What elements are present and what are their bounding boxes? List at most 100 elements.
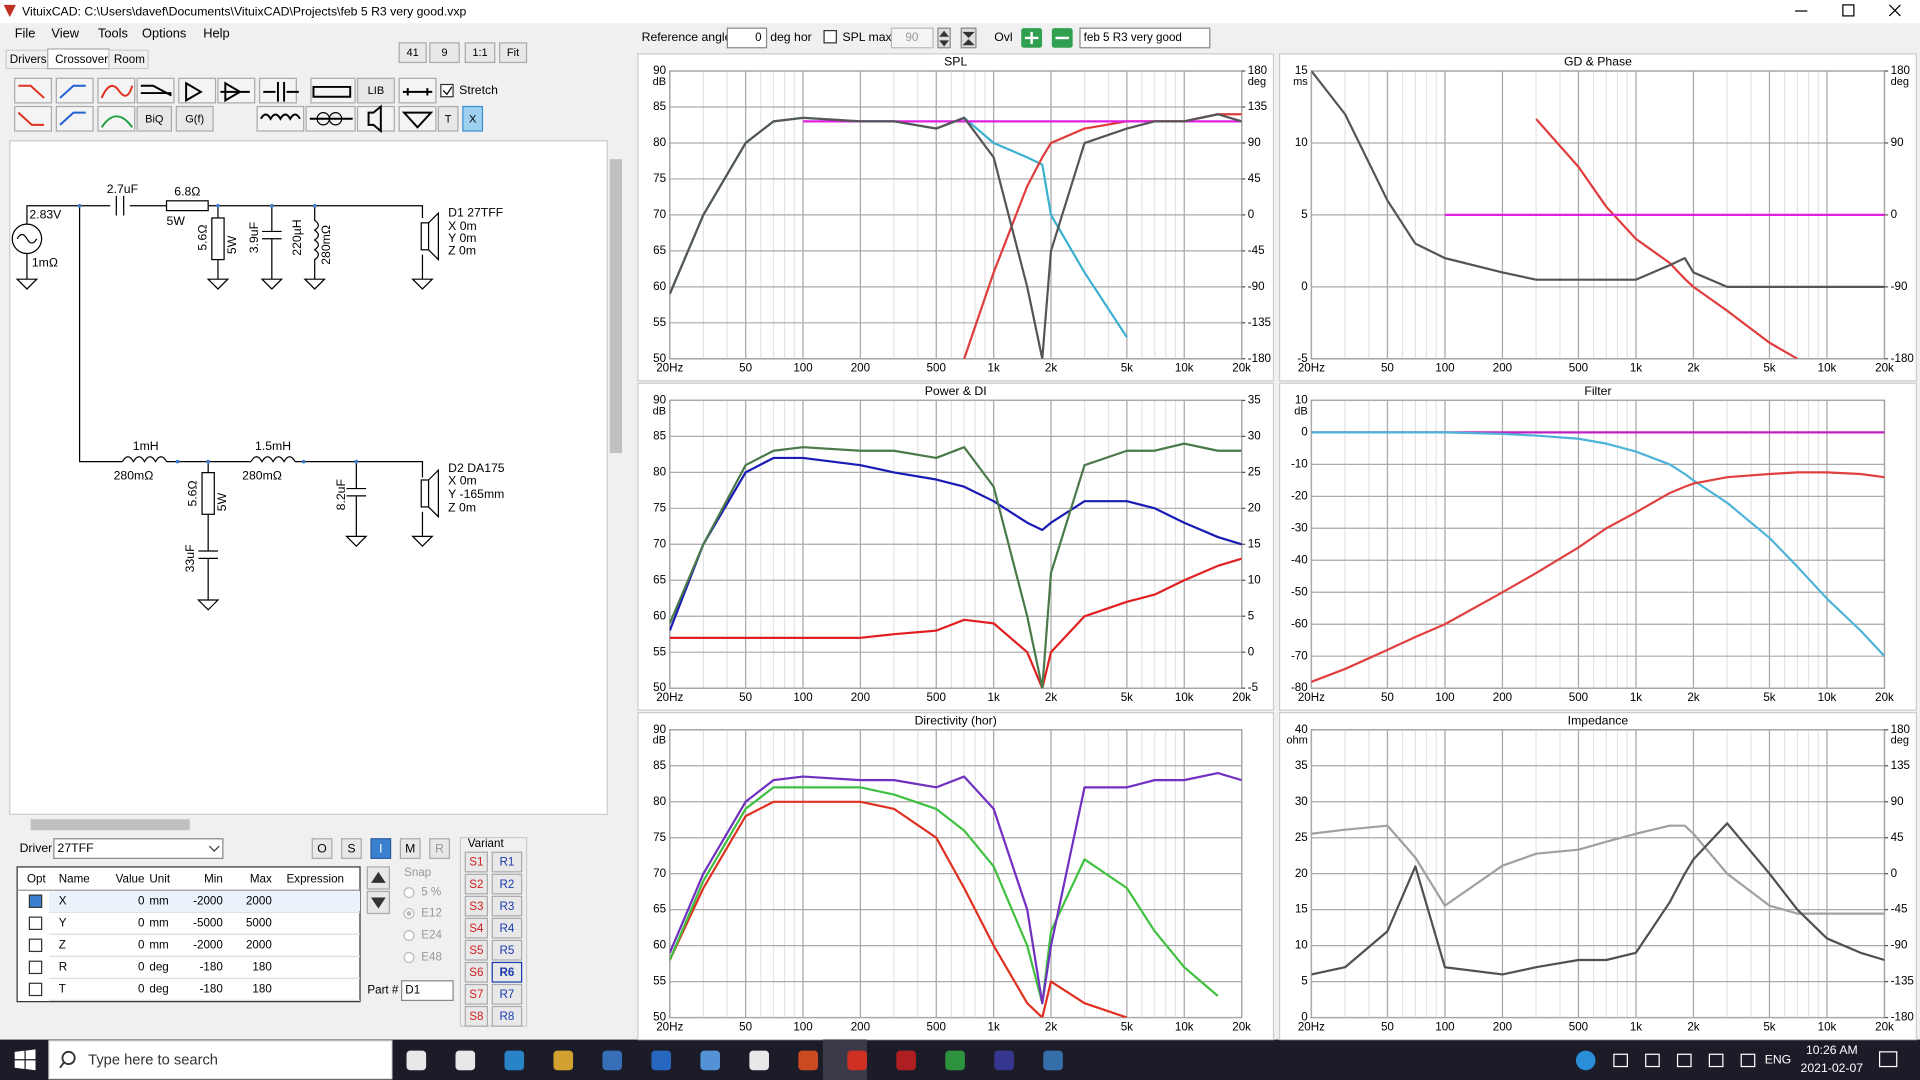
- tool-button[interactable]: [97, 105, 136, 132]
- search-box[interactable]: [48, 1040, 393, 1080]
- tool-button[interactable]: [310, 77, 356, 104]
- menu-item[interactable]: View: [51, 26, 79, 41]
- radio[interactable]: [403, 887, 415, 899]
- y-tick-label: -10: [1291, 457, 1308, 470]
- tool-button[interactable]: [14, 105, 53, 132]
- tab-label[interactable]: Drivers: [10, 53, 47, 66]
- app-icon[interactable]: [896, 1050, 916, 1071]
- tray-icon[interactable]: [1740, 1053, 1756, 1068]
- label[interactable]: D1: [405, 984, 420, 997]
- tab-label[interactable]: Crossover: [55, 53, 108, 66]
- tab-label[interactable]: Room: [114, 53, 145, 66]
- h-scroll-thumb[interactable]: [30, 819, 190, 831]
- menu-item[interactable]: Options: [142, 26, 186, 41]
- app-icon[interactable]: [847, 1050, 867, 1071]
- recall-variant[interactable]: [491, 917, 523, 939]
- tool-button[interactable]: [136, 105, 173, 132]
- app-icon[interactable]: [504, 1050, 525, 1071]
- tool-button[interactable]: [97, 77, 136, 104]
- menu-item[interactable]: Help: [203, 26, 229, 41]
- zoom-button[interactable]: [429, 42, 460, 64]
- app-icon[interactable]: [700, 1050, 720, 1071]
- mode-button[interactable]: [311, 838, 333, 859]
- recall-variant[interactable]: [491, 961, 523, 983]
- app-icon[interactable]: [455, 1050, 476, 1071]
- checkbox[interactable]: [28, 938, 43, 953]
- app-icon[interactable]: [945, 1050, 965, 1071]
- save-variant[interactable]: [464, 895, 488, 917]
- tab[interactable]: [108, 49, 149, 70]
- mode-button[interactable]: [370, 838, 392, 859]
- save-variant[interactable]: [464, 983, 488, 1005]
- checkbox[interactable]: [440, 83, 454, 98]
- recall-variant[interactable]: [491, 895, 523, 917]
- start-button[interactable]: [14, 1049, 36, 1071]
- tray-icon[interactable]: [1645, 1053, 1660, 1068]
- save-variant[interactable]: [464, 1005, 488, 1027]
- input[interactable]: [890, 27, 934, 49]
- recall-variant[interactable]: [491, 1005, 523, 1027]
- spin-up[interactable]: [937, 27, 951, 49]
- tool-button[interactable]: [437, 105, 459, 132]
- recall-variant[interactable]: [491, 939, 523, 961]
- tool-button[interactable]: [14, 77, 53, 104]
- label[interactable]: 27TFF: [58, 841, 94, 855]
- zoom-button[interactable]: [464, 42, 496, 64]
- save-variant[interactable]: [464, 851, 488, 873]
- overlay-name-input[interactable]: [1079, 27, 1211, 49]
- app-icon[interactable]: [553, 1050, 574, 1071]
- help-icon[interactable]: [1575, 1050, 1596, 1071]
- menu-item[interactable]: File: [15, 26, 36, 41]
- save-variant[interactable]: [464, 961, 488, 983]
- tool-button[interactable]: [462, 105, 484, 132]
- schematic-nodes: [77, 203, 359, 464]
- app-icon[interactable]: [749, 1050, 769, 1071]
- tool-button[interactable]: [356, 77, 395, 104]
- v-scroll-thumb[interactable]: [609, 159, 623, 454]
- mode-button[interactable]: [429, 838, 451, 859]
- tray-icon[interactable]: [1613, 1053, 1628, 1068]
- label[interactable]: feb 5 R3 very good: [1084, 31, 1182, 44]
- tool-button[interactable]: [136, 77, 175, 104]
- zoom-button[interactable]: [398, 42, 427, 64]
- tool-button[interactable]: [398, 77, 437, 104]
- y-tick-label: 90: [653, 64, 666, 77]
- menu-item[interactable]: Tools: [98, 26, 128, 41]
- mode-button[interactable]: [399, 838, 421, 859]
- save-variant[interactable]: [464, 939, 488, 961]
- app-icon[interactable]: [406, 1050, 427, 1071]
- input[interactable]: [726, 27, 768, 49]
- app-icon[interactable]: [651, 1050, 672, 1071]
- save-variant[interactable]: [464, 917, 488, 939]
- recall-variant[interactable]: [491, 873, 523, 895]
- close[interactable]: [1888, 4, 1901, 17]
- checkbox[interactable]: [28, 982, 43, 997]
- tool-button[interactable]: [55, 77, 94, 104]
- recall-variant[interactable]: [491, 851, 523, 873]
- mode-button[interactable]: [341, 838, 362, 859]
- app-icon[interactable]: [1043, 1050, 1063, 1071]
- checkbox[interactable]: [28, 916, 43, 930]
- save-variant[interactable]: [464, 873, 488, 895]
- checkbox[interactable]: [823, 30, 837, 44]
- tray-icon[interactable]: [1708, 1053, 1724, 1068]
- radio[interactable]: [403, 930, 415, 942]
- tool-button[interactable]: [55, 105, 94, 132]
- part-input[interactable]: [401, 980, 454, 1002]
- label[interactable]: 0: [755, 31, 762, 44]
- notifications[interactable]: [1878, 1051, 1898, 1068]
- tray-icon[interactable]: [1676, 1053, 1692, 1068]
- app-icon[interactable]: [994, 1050, 1014, 1071]
- recall-variant[interactable]: [491, 983, 523, 1005]
- app-icon[interactable]: [602, 1050, 623, 1071]
- restore[interactable]: [1842, 4, 1855, 17]
- zoom-button[interactable]: [498, 42, 528, 64]
- tool-button[interactable]: [175, 105, 214, 132]
- app-icon[interactable]: [798, 1050, 818, 1071]
- label[interactable]: Type here to search: [88, 1052, 218, 1068]
- radio[interactable]: [403, 952, 415, 964]
- checkbox[interactable]: [28, 894, 43, 908]
- driver-select[interactable]: [53, 838, 224, 859]
- checkbox[interactable]: [28, 960, 43, 975]
- tool-button[interactable]: [256, 105, 305, 132]
